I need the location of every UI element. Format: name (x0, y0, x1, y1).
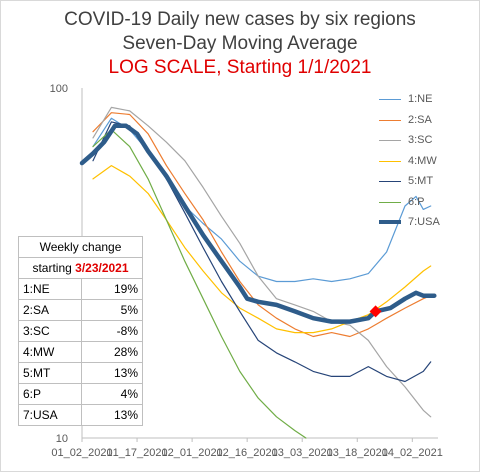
legend-item-sa: 2:SA (379, 113, 475, 134)
table-row: 1:NE 19% (18, 278, 143, 300)
table-row: 3:SC -8% (18, 320, 143, 342)
table-row: 5:MT 13% (18, 362, 143, 384)
change-cell: -8% (81, 320, 143, 342)
header-prefix: starting (32, 261, 76, 275)
change-cell: 4% (81, 383, 143, 405)
x-tick-label: 03_03_2021 (272, 447, 333, 459)
table-row: 6:P 4% (18, 383, 143, 405)
legend-label: 4:MW (408, 154, 437, 167)
region-cell: 3:SC (18, 320, 82, 342)
region-cell: 4:MW (18, 341, 82, 363)
legend-swatch (379, 160, 401, 162)
change-cell: 28% (81, 341, 143, 363)
legend-label: 1:NE (408, 93, 433, 105)
table-header-line-2: starting 3/23/2021 (18, 257, 143, 279)
y-tick-label: 10 (56, 433, 68, 445)
legend-label: 7:USA (408, 216, 440, 228)
region-cell: 1:NE (18, 278, 82, 300)
legend-item-usa: 7:USA (379, 215, 475, 236)
chart-title: COVID-19 Daily new cases by six regions … (0, 8, 480, 80)
change-cell: 19% (81, 278, 143, 300)
title-line-1: COVID-19 Daily new cases by six regions (64, 9, 416, 30)
series-line-6-p (92, 129, 307, 439)
legend-swatch (379, 119, 401, 121)
table-header-row: starting 3/23/2021 (18, 257, 143, 279)
x-tick-label: 01_17_2021 (106, 447, 167, 459)
x-tick-label: 03_18_2021 (327, 447, 388, 459)
legend-label: 6:P (408, 195, 425, 208)
x-tick-label: 02_01_2021 (162, 447, 223, 459)
table-row: 7:USA 13% (18, 404, 143, 426)
region-cell: 6:P (18, 383, 82, 405)
legend-swatch (379, 181, 401, 182)
legend-item-mw: 4:MW (379, 154, 475, 175)
table-header-row: Weekly change (18, 236, 143, 258)
legend-swatch (379, 140, 401, 141)
legend-label: 5:MT (408, 175, 434, 187)
legend-label: 3:SC (408, 134, 433, 146)
region-cell: 2:SA (18, 299, 82, 321)
change-cell: 13% (81, 362, 143, 384)
legend-swatch (379, 99, 401, 100)
region-cell: 7:USA (18, 404, 82, 426)
series-line-4-mw (92, 165, 432, 334)
series-line-2-sa (92, 112, 432, 338)
legend-label: 2:SA (408, 113, 432, 126)
legend-item-mt: 5:MT (379, 174, 475, 195)
legend-swatch (379, 201, 401, 203)
weekly-change-table: Weekly change starting 3/23/2021 1:NE 19%… (18, 236, 143, 426)
legend-item-ne: 1:NE (379, 92, 475, 113)
change-cell: 5% (81, 299, 143, 321)
legend-item-p: 6:P (379, 195, 475, 216)
header-date: 3/23/2021 (75, 261, 129, 275)
title-line-2: Seven-Day Moving Average (122, 33, 358, 54)
series-line-3-sc (92, 106, 432, 418)
x-tick-label: 02_16_2021 (217, 447, 278, 459)
series-line-7-usa (79, 123, 437, 324)
table-header-line-1: Weekly change (18, 236, 143, 258)
legend-swatch (379, 220, 401, 224)
title-line-3: LOG SCALE, Starting 1/1/2021 (108, 57, 372, 78)
legend: 1:NE 2:SA 3:SC 4:MW 5:MT 6:P 7:USA (379, 92, 475, 236)
table-row: 2:SA 5% (18, 299, 143, 321)
legend-item-sc: 3:SC (379, 133, 475, 154)
x-tick-label: 01_02_2021 (51, 447, 112, 459)
x-tick-label: 04_02_2021 (382, 447, 443, 459)
start-date-marker (369, 305, 382, 318)
table-row: 4:MW 28% (18, 341, 143, 363)
y-tick-label: 100 (50, 83, 68, 95)
region-cell: 5:MT (18, 362, 82, 384)
change-cell: 13% (81, 404, 143, 426)
